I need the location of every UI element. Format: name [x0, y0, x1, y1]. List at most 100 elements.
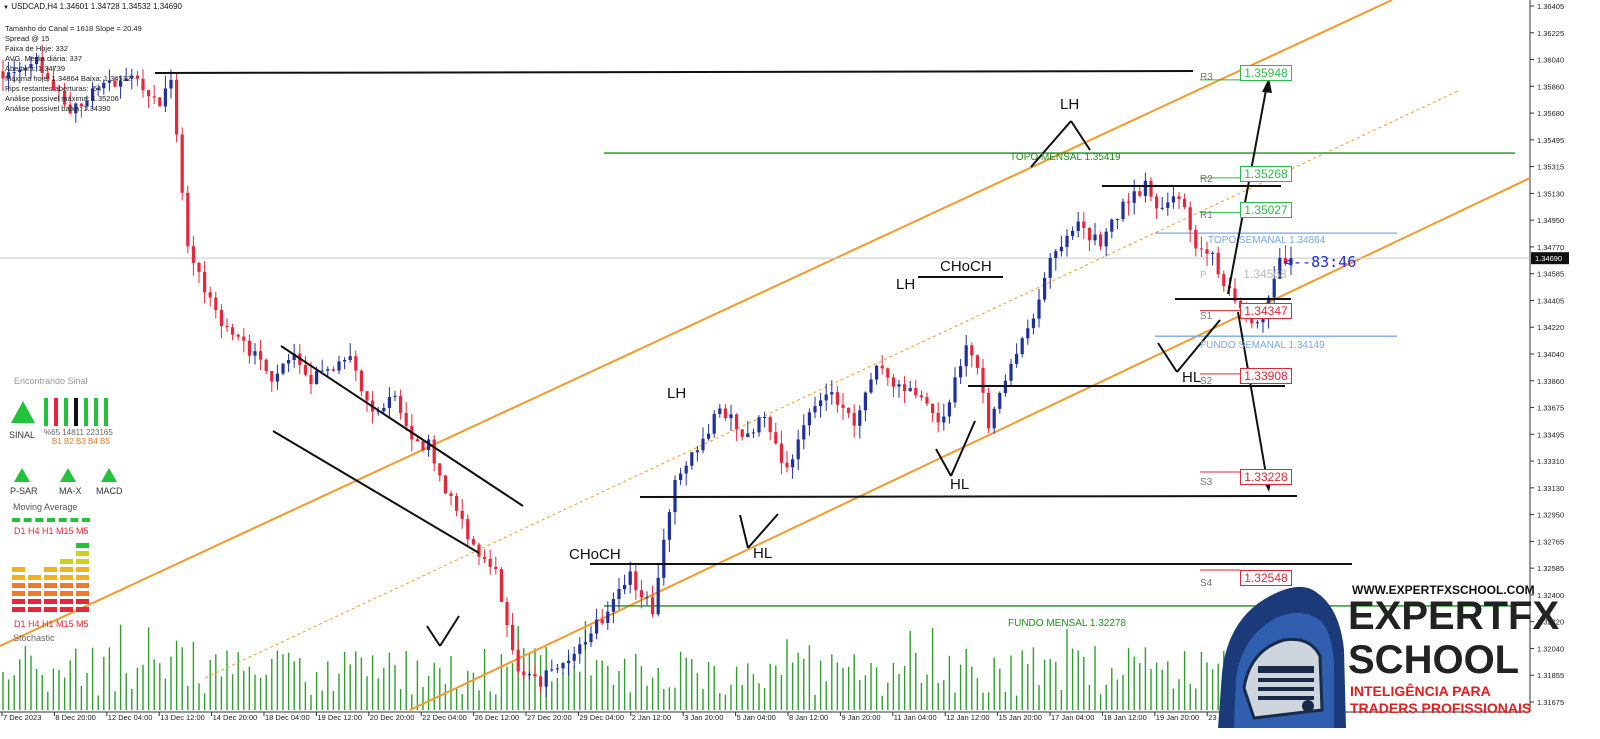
candle-body — [1059, 246, 1063, 252]
candle-body — [522, 671, 526, 676]
price-tick-label: 1.36225 — [1537, 29, 1564, 38]
candle-body — [231, 327, 235, 335]
time-tick-label: 29 Dec 04:00 — [579, 713, 624, 722]
candle-body — [975, 355, 979, 368]
candle-body — [68, 104, 72, 114]
candle-body — [270, 371, 274, 382]
signal-label: SINAL — [9, 430, 36, 440]
candle-body — [315, 370, 319, 385]
candle-body — [175, 79, 179, 135]
stat-min-analysis: Análise possível baixa: 1.34390 — [5, 104, 111, 113]
candle-body — [740, 429, 744, 437]
macd-up-icon — [101, 468, 117, 482]
candle-body — [527, 674, 531, 676]
time-tick-label: 9 Jan 20:00 — [841, 713, 880, 722]
meter-cell — [12, 607, 25, 612]
candle-body — [337, 361, 341, 371]
candle-body — [819, 400, 823, 407]
price-tick-label: 1.36405 — [1537, 2, 1564, 11]
candle-body — [583, 642, 587, 645]
price-tick-label: 1.32400 — [1537, 591, 1564, 600]
stat-avg: AVG. Média diária: 337 — [5, 54, 82, 63]
candle-body — [858, 410, 862, 426]
candle-body — [1132, 191, 1136, 203]
candle-body — [970, 345, 974, 356]
candle-body — [309, 374, 313, 385]
candle-body — [511, 624, 515, 650]
brand-url[interactable]: WWW.EXPERTFXSCHOOL.COM — [1352, 583, 1535, 597]
brand-tagline-1: INTELIGÊNCIA PARA — [1350, 683, 1491, 699]
price-tick-label: 1.33495 — [1537, 430, 1564, 439]
time-tick-label: 17 Jan 04:00 — [1051, 713, 1094, 722]
time-tick-label: 7 Dec 2023 — [3, 713, 41, 722]
lh-peak-right — [1070, 120, 1091, 151]
candle-body — [1020, 338, 1024, 355]
candle-body — [169, 79, 173, 89]
max-up-icon — [60, 468, 76, 482]
candle-body — [180, 134, 184, 193]
candle-body — [1155, 196, 1159, 209]
s3-zone-line — [639, 495, 1298, 498]
candle-body — [695, 450, 699, 453]
meter-cell — [12, 583, 25, 588]
candle-body — [7, 72, 11, 79]
manual-drawings — [154, 70, 1352, 647]
candle-body — [1071, 230, 1075, 236]
candle-body — [735, 414, 739, 430]
candle-body — [690, 452, 694, 466]
candle-body — [1115, 218, 1119, 220]
candle-body — [376, 411, 380, 413]
candle-body — [74, 103, 78, 114]
candle-body — [964, 345, 968, 367]
candle-body — [1138, 191, 1142, 196]
candle-body — [1143, 180, 1147, 196]
candle-body — [102, 82, 106, 89]
candle-body — [1160, 207, 1164, 209]
price-tick-label: 1.32585 — [1537, 564, 1564, 573]
candle-body — [796, 439, 800, 460]
candle-body — [757, 417, 761, 433]
candle-body — [903, 384, 907, 391]
meter-cell — [44, 583, 57, 588]
time-tick-label: 12 Jan 12:00 — [946, 713, 989, 722]
candle-body — [886, 368, 890, 378]
time-tick-label: 13 Dec 12:00 — [160, 713, 205, 722]
time-tick-label: 2 Jan 12:00 — [632, 713, 671, 722]
annotation-lh: LH — [1060, 96, 1080, 113]
price-tick-label: 1.31855 — [1537, 671, 1564, 680]
volume-bars — [2, 621, 1292, 710]
s2-tag: S2 — [1200, 376, 1213, 387]
candle-body — [841, 404, 845, 408]
meter-cell — [60, 607, 73, 612]
signal-up-icon — [11, 401, 35, 423]
price-tick-label: 1.34585 — [1537, 270, 1564, 279]
candle-body — [679, 473, 683, 481]
candle-body — [449, 493, 453, 497]
channel-mid-line — [204, 89, 1461, 679]
candle-body — [253, 351, 257, 356]
brand-name-1: EXPERTFX — [1348, 594, 1560, 638]
candle-body — [651, 597, 655, 615]
dropdown-triangle-icon[interactable]: ▼ — [3, 5, 9, 11]
stat-channel: Tamanho do Canal = 1618 Slope = 20.49 — [5, 24, 142, 33]
price-tick-label: 1.35860 — [1537, 82, 1564, 91]
candle-body — [471, 539, 475, 545]
candle-body — [432, 439, 436, 464]
moving-average-label: Moving Average — [13, 502, 78, 512]
target-up-arrow — [1227, 89, 1267, 295]
candle-body — [287, 360, 291, 364]
candle-body — [387, 396, 391, 409]
candle-body — [1026, 328, 1030, 339]
candle-body — [147, 90, 151, 97]
symbol-header[interactable]: ▼ USDCAD,H4 1.34601 1.34728 1.34532 1.34… — [3, 2, 182, 11]
candle-body — [981, 367, 985, 393]
r2-tag: R2 — [1200, 174, 1213, 185]
candle-body — [163, 88, 167, 107]
candle-body — [880, 365, 884, 369]
candle-body — [914, 388, 918, 396]
annotation-lh: LH — [896, 276, 916, 293]
price-tick-label: 1.32950 — [1537, 511, 1564, 520]
candle-body — [1031, 318, 1035, 329]
candle-body — [875, 365, 879, 380]
